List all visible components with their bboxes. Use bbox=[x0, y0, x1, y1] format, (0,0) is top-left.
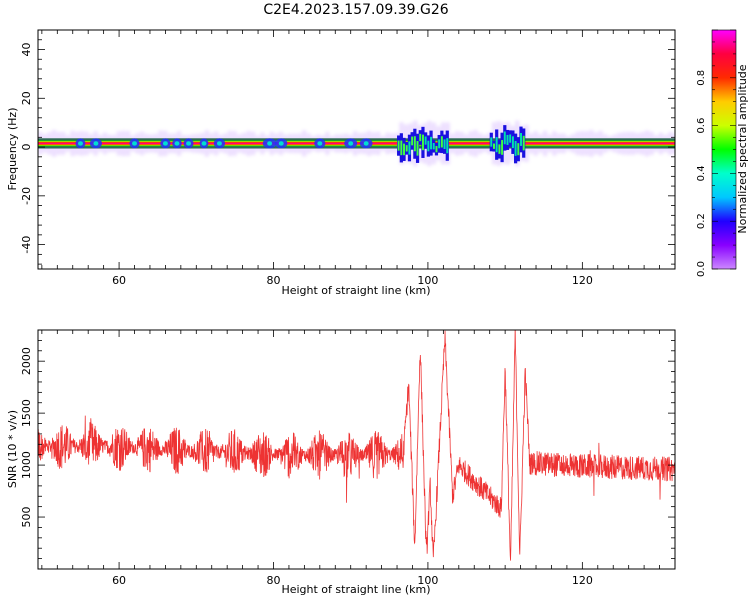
spectrogram-disturbed-core bbox=[397, 140, 400, 151]
spectrogram-blob-core bbox=[317, 141, 323, 146]
spectrogram-y-tick-label: -40 bbox=[20, 236, 33, 254]
spectrogram-blob-core bbox=[77, 141, 83, 146]
spectrogram-disturbed-core bbox=[416, 141, 419, 156]
colorbar-tick-label: 0.8 bbox=[696, 70, 707, 86]
spectrogram-disturbed-core bbox=[408, 141, 411, 155]
colorbar-tick-label: 0.4 bbox=[696, 165, 707, 181]
spectrogram-disturbed-core bbox=[413, 136, 416, 152]
spectrogram-blob-core bbox=[201, 141, 207, 146]
spectrogram-disturbed-core bbox=[501, 140, 504, 155]
figure-title: C2E4.2023.157.09.39.G26 bbox=[263, 2, 448, 18]
spectrogram-blob-core bbox=[278, 141, 284, 146]
spectrogram-x-tick-label: 100 bbox=[417, 274, 438, 287]
spectrogram-y-tick-label: -20 bbox=[20, 187, 33, 205]
spectrogram-ticks: 60 80 100 120 -40 -20 0 20 40 bbox=[20, 29, 676, 287]
colorbar-tick-label: 0.2 bbox=[696, 213, 707, 229]
spectrogram-frame bbox=[37, 29, 676, 270]
colorbar: 0.0 0.2 0.4 0.6 0.8 Normalized spectral ampl… bbox=[696, 29, 749, 277]
snr-x-tick-label: 80 bbox=[266, 574, 280, 587]
spectrogram-x-tick-label: 60 bbox=[112, 274, 126, 287]
spectrogram-disturbed-core bbox=[405, 145, 408, 152]
spectrogram-y-label: Frequency (Hz) bbox=[6, 108, 19, 191]
snr-x-tick-label: 100 bbox=[417, 574, 438, 587]
snr-y-label: SNR (10 * v/v) bbox=[6, 410, 19, 488]
spectrogram-blob-core bbox=[186, 141, 192, 146]
spectrogram-disturbed-core bbox=[403, 143, 406, 156]
colorbar-gradient bbox=[712, 30, 736, 269]
snr-x-label: Height of straight line (km) bbox=[281, 583, 430, 596]
spectrogram-disturbed-core bbox=[427, 140, 430, 152]
spectrogram-disturbed-core bbox=[438, 139, 441, 149]
snr-x-tick-label: 60 bbox=[112, 574, 126, 587]
spectrogram-blob-core bbox=[216, 141, 222, 146]
spectrogram-disturbed-core bbox=[492, 143, 495, 149]
spectrogram-y-tick-label: 20 bbox=[20, 91, 33, 105]
spectrogram-disturbed-core bbox=[411, 136, 414, 146]
spectrogram-disturbed-core bbox=[495, 137, 498, 153]
spectrogram-disturbed-core bbox=[490, 137, 493, 147]
snr-y-tick-label: 2000 bbox=[20, 347, 33, 375]
spectrogram-disturbed-core bbox=[509, 134, 512, 143]
spectrogram-disturbed-core bbox=[432, 143, 435, 150]
spectrogram-x-tick-label: 120 bbox=[572, 274, 593, 287]
spectrogram-disturbed-core bbox=[421, 134, 424, 151]
snr-x-tick-label: 120 bbox=[572, 574, 593, 587]
spectrogram-blob-core bbox=[267, 141, 273, 146]
spectrogram-blob-core bbox=[132, 141, 138, 146]
spectrogram-blob-core bbox=[348, 141, 354, 146]
colorbar-label: Normalized spectral amplitude bbox=[736, 64, 749, 233]
colorbar-tick-label: 0.0 bbox=[696, 261, 707, 277]
snr-frame bbox=[37, 329, 676, 570]
spectrogram-disturbed-core bbox=[400, 140, 403, 156]
spectrogram-disturbed-core bbox=[440, 136, 443, 148]
spectrogram-disturbed-core bbox=[506, 134, 509, 145]
spectrogram-image bbox=[38, 120, 675, 167]
colorbar-ticks: 0.0 0.2 0.4 0.6 0.8 bbox=[696, 29, 736, 277]
spectrogram-y-tick-label: 0 bbox=[20, 144, 33, 151]
spectrogram-disturbed-core bbox=[517, 143, 520, 156]
spectrogram-disturbed-core bbox=[514, 141, 517, 156]
snr-ticks: 60 80 100 120 500 1000 1500 2000 bbox=[20, 329, 676, 587]
spectrogram-blob-core bbox=[93, 141, 99, 146]
snr-y-tick-label: 1500 bbox=[20, 399, 33, 427]
snr-panel: 60 80 100 120 500 1000 1500 2000 Height of stra… bbox=[6, 329, 676, 596]
spectrogram-disturbed-core bbox=[498, 144, 501, 154]
spectrogram-blob-core bbox=[174, 141, 180, 146]
spectrogram-x-label: Height of straight line (km) bbox=[281, 284, 430, 297]
spectrogram-panel: 60 80 100 120 -40 -20 0 20 40 Height of straight… bbox=[6, 29, 676, 297]
spectrogram-disturbed-core bbox=[503, 131, 506, 145]
spectrogram-blob-core bbox=[363, 141, 369, 146]
snr-y-tick-label: 1000 bbox=[20, 451, 33, 479]
spectrogram-disturbed-core bbox=[446, 138, 449, 154]
spectrogram-disturbed-core bbox=[520, 133, 523, 146]
spectrogram-disturbed-core bbox=[430, 136, 433, 150]
spectrogram-disturbed-core bbox=[424, 136, 427, 145]
spectrogram-disturbed-core bbox=[419, 133, 422, 142]
colorbar-tick-label: 0.6 bbox=[696, 118, 707, 134]
spectrogram-disturbed-core bbox=[511, 136, 514, 149]
spectrogram-blob-core bbox=[162, 141, 168, 146]
spectrogram-x-tick-label: 80 bbox=[266, 274, 280, 287]
snr-series-line bbox=[38, 330, 675, 561]
snr-y-tick-label: 500 bbox=[20, 507, 33, 528]
spectrogram-disturbed-core bbox=[522, 135, 525, 151]
spectrogram-disturbed-core bbox=[443, 139, 446, 150]
spectrogram-disturbed-core bbox=[435, 145, 438, 153]
spectrogram-y-tick-label: 40 bbox=[20, 43, 33, 57]
